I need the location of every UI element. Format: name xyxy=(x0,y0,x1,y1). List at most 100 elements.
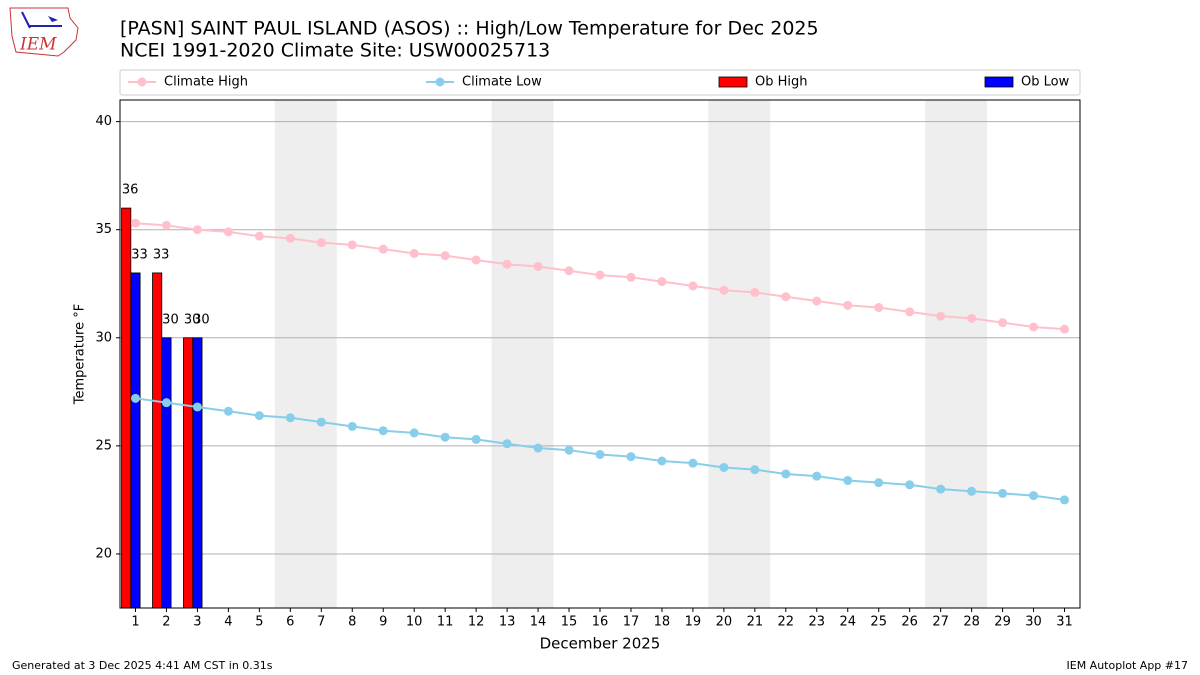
point xyxy=(781,292,791,302)
x-tick-label: 2 xyxy=(162,615,170,630)
point xyxy=(595,270,605,280)
y-tick-label: 40 xyxy=(95,114,112,129)
x-tick-label: 1 xyxy=(131,615,139,630)
point xyxy=(719,285,729,295)
point xyxy=(874,478,884,488)
point xyxy=(378,244,388,254)
x-tick-label: 18 xyxy=(654,615,671,630)
bar xyxy=(121,207,132,609)
point xyxy=(533,443,543,453)
y-tick-label: 25 xyxy=(95,438,112,453)
data-label: 36 xyxy=(122,183,139,198)
point xyxy=(502,439,512,449)
x-tick-label: 28 xyxy=(963,615,980,630)
point xyxy=(161,220,171,230)
x-tick-label: 22 xyxy=(778,615,795,630)
point xyxy=(750,465,760,475)
x-tick-label: 11 xyxy=(437,615,454,630)
point xyxy=(812,471,822,481)
data-label: 30 xyxy=(162,312,179,327)
data-label: 30 xyxy=(184,312,201,327)
shade xyxy=(739,100,771,608)
point xyxy=(781,469,791,479)
legend-marker xyxy=(137,77,147,87)
shade xyxy=(708,100,740,608)
point xyxy=(1060,324,1070,334)
legend-swatch xyxy=(984,76,1014,88)
x-tick-label: 21 xyxy=(747,615,764,630)
shade xyxy=(522,100,554,608)
x-tick-label: 25 xyxy=(870,615,887,630)
shade xyxy=(925,100,957,608)
point xyxy=(750,287,760,297)
data-label: 33 xyxy=(153,247,170,262)
legend-label: Climate Low xyxy=(462,75,542,90)
bar xyxy=(130,272,141,609)
x-tick-label: 17 xyxy=(623,615,640,630)
x-tick-label: 5 xyxy=(255,615,263,630)
x-tick-label: 8 xyxy=(348,615,356,630)
shade xyxy=(274,100,306,608)
x-tick-label: 13 xyxy=(499,615,516,630)
plot-frame xyxy=(119,99,1081,609)
x-tick-label: 9 xyxy=(379,615,387,630)
point xyxy=(347,240,357,250)
point xyxy=(905,480,915,490)
point xyxy=(1060,495,1070,505)
data-label: 30 xyxy=(193,312,210,327)
x-tick-label: 10 xyxy=(406,615,423,630)
legend-label: Climate High xyxy=(164,75,248,90)
point xyxy=(130,218,140,228)
point xyxy=(874,303,884,313)
x-tick-label: 16 xyxy=(592,615,609,630)
shade xyxy=(305,100,337,608)
point xyxy=(843,475,853,485)
point xyxy=(657,456,667,466)
point xyxy=(657,277,667,287)
point xyxy=(905,307,915,317)
x-tick-label: 20 xyxy=(716,615,733,630)
point xyxy=(688,281,698,291)
point xyxy=(161,398,171,408)
y-tick-label: 35 xyxy=(95,222,112,237)
point xyxy=(192,225,202,235)
logo: IEM xyxy=(9,7,79,57)
point xyxy=(192,402,202,412)
bar xyxy=(183,337,194,609)
point xyxy=(967,313,977,323)
x-tick-label: 4 xyxy=(224,615,232,630)
point xyxy=(1029,322,1039,332)
point xyxy=(998,488,1008,498)
bar xyxy=(161,337,172,609)
x-tick-label: 26 xyxy=(901,615,918,630)
chart-subtitle: NCEI 1991-2020 Climate Site: USW00025713 xyxy=(120,40,550,62)
point xyxy=(595,450,605,460)
footer-right: IEM Autoplot App #17 xyxy=(1067,659,1189,672)
point xyxy=(626,272,636,282)
x-tick-label: 24 xyxy=(839,615,856,630)
point xyxy=(223,406,233,416)
legend-box xyxy=(119,69,1081,96)
logo-text: IEM xyxy=(19,35,57,55)
footer-left: Generated at 3 Dec 2025 4:41 AM CST in 0… xyxy=(12,659,273,672)
point xyxy=(998,318,1008,328)
chart-title: [PASN] SAINT PAUL ISLAND (ASOS) :: High/… xyxy=(120,18,819,40)
point xyxy=(812,296,822,306)
point xyxy=(223,227,233,237)
point xyxy=(719,462,729,472)
point xyxy=(378,426,388,436)
point xyxy=(130,393,140,403)
point xyxy=(409,428,419,438)
bar xyxy=(152,272,163,609)
x-tick-label: 14 xyxy=(530,615,547,630)
point xyxy=(316,238,326,248)
point xyxy=(285,413,295,423)
x-tick-label: 3 xyxy=(193,615,201,630)
x-axis-label: December 2025 xyxy=(540,635,661,653)
y-tick-label: 20 xyxy=(95,546,112,561)
point xyxy=(316,417,326,427)
bar xyxy=(192,337,203,609)
x-tick-label: 12 xyxy=(468,615,485,630)
point xyxy=(440,251,450,261)
